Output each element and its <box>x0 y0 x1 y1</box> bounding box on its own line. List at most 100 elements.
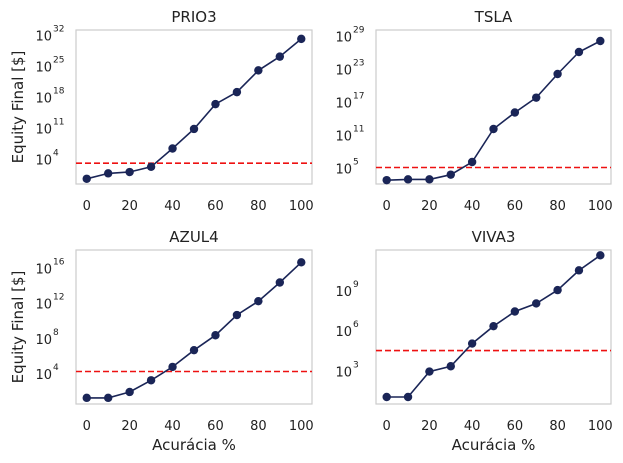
data-point <box>510 307 520 316</box>
x-tick-label: 40 <box>164 199 181 214</box>
data-point <box>211 99 220 109</box>
data-point <box>82 174 91 183</box>
data-point <box>103 393 113 403</box>
y-axis-label: Equity Final [$] <box>9 51 27 164</box>
x-tick-label: 20 <box>121 199 138 214</box>
series-line <box>386 40 601 181</box>
plot-frame <box>375 249 612 405</box>
y-tick-exponent: 29 <box>353 26 365 36</box>
y-tick-label: 10 <box>35 368 52 383</box>
subplot-title: AZUL4 <box>169 228 218 246</box>
y-tick-exponent: 23 <box>353 59 364 69</box>
x-tick-label: 100 <box>588 419 613 434</box>
data-point <box>467 157 477 167</box>
x-tick-label: 80 <box>250 419 267 434</box>
x-axis-label: Acurácia % <box>152 436 236 454</box>
data-point <box>382 175 391 185</box>
data-point <box>125 167 134 177</box>
x-tick-label: 100 <box>289 419 314 434</box>
x-tick-label: 60 <box>507 419 524 434</box>
data-point <box>189 124 199 134</box>
series-line <box>86 38 302 180</box>
data-point <box>403 175 413 184</box>
x-tick-label: 20 <box>121 419 138 434</box>
data-point <box>189 345 199 355</box>
x-tick-label: 0 <box>83 419 91 434</box>
y-tick-exponent: 16 <box>53 258 65 268</box>
data-point <box>146 162 156 172</box>
data-point <box>574 266 584 275</box>
data-point <box>254 66 263 75</box>
y-tick-exponent: 4 <box>53 149 59 159</box>
y-tick-label: 10 <box>35 61 52 76</box>
x-tick-label: 0 <box>383 419 391 434</box>
data-point <box>403 392 413 402</box>
data-point <box>382 392 391 402</box>
data-point <box>82 393 91 403</box>
data-point <box>146 376 156 385</box>
y-tick-exponent: 17 <box>353 92 364 102</box>
x-tick-label: 40 <box>464 199 481 214</box>
y-tick-label: 10 <box>335 31 352 46</box>
data-point <box>125 387 134 397</box>
y-axis-label: Equity Final [$] <box>9 271 27 384</box>
data-point <box>510 108 520 117</box>
data-point <box>297 258 306 267</box>
x-tick-label: 40 <box>464 419 481 434</box>
x-axis-label: Acurácia % <box>452 436 536 454</box>
y-tick-label: 10 <box>335 64 352 79</box>
y-tick-exponent: 8 <box>53 328 59 338</box>
data-point <box>254 296 263 306</box>
data-point <box>232 87 242 97</box>
data-point <box>446 170 455 179</box>
data-point <box>596 36 605 46</box>
data-point <box>103 169 113 178</box>
data-point <box>574 47 584 57</box>
x-tick-label: 80 <box>250 199 267 214</box>
x-tick-label: 20 <box>421 419 438 434</box>
x-tick-label: 100 <box>289 199 314 214</box>
data-point <box>168 362 177 372</box>
y-tick-label: 10 <box>35 263 52 278</box>
series-line <box>86 261 302 399</box>
data-point <box>596 251 605 260</box>
data-point <box>211 331 220 340</box>
data-point <box>553 285 562 295</box>
y-tick-exponent: 3 <box>353 360 359 370</box>
x-tick-label: 60 <box>207 419 224 434</box>
y-tick-exponent: 32 <box>53 24 64 34</box>
y-tick-exponent: 6 <box>353 320 359 330</box>
data-point <box>489 124 498 134</box>
y-tick-exponent: 9 <box>353 280 359 290</box>
y-tick-label: 10 <box>35 154 52 169</box>
y-tick-exponent: 11 <box>53 118 64 128</box>
y-tick-exponent: 4 <box>53 363 59 373</box>
x-tick-label: 60 <box>207 199 224 214</box>
y-tick-exponent: 11 <box>353 125 364 135</box>
plot-frame <box>375 29 612 185</box>
subplot-title: VIVA3 <box>472 228 516 246</box>
y-tick-label: 10 <box>35 298 52 313</box>
y-tick-label: 10 <box>335 325 352 340</box>
y-tick-label: 10 <box>335 285 352 300</box>
y-tick-label: 10 <box>35 123 52 138</box>
data-point <box>425 367 434 376</box>
y-tick-label: 10 <box>335 365 352 380</box>
y-tick-exponent: 25 <box>53 56 64 66</box>
y-tick-exponent: 18 <box>53 87 65 97</box>
data-point <box>532 299 541 308</box>
data-point <box>425 175 434 184</box>
x-tick-label: 20 <box>421 199 438 214</box>
plot-frame <box>75 29 313 185</box>
data-point <box>275 52 285 61</box>
y-tick-label: 10 <box>335 130 352 145</box>
x-tick-label: 80 <box>549 419 566 434</box>
y-tick-label: 10 <box>335 97 352 112</box>
y-tick-exponent: 5 <box>353 158 359 168</box>
data-point <box>467 339 477 348</box>
